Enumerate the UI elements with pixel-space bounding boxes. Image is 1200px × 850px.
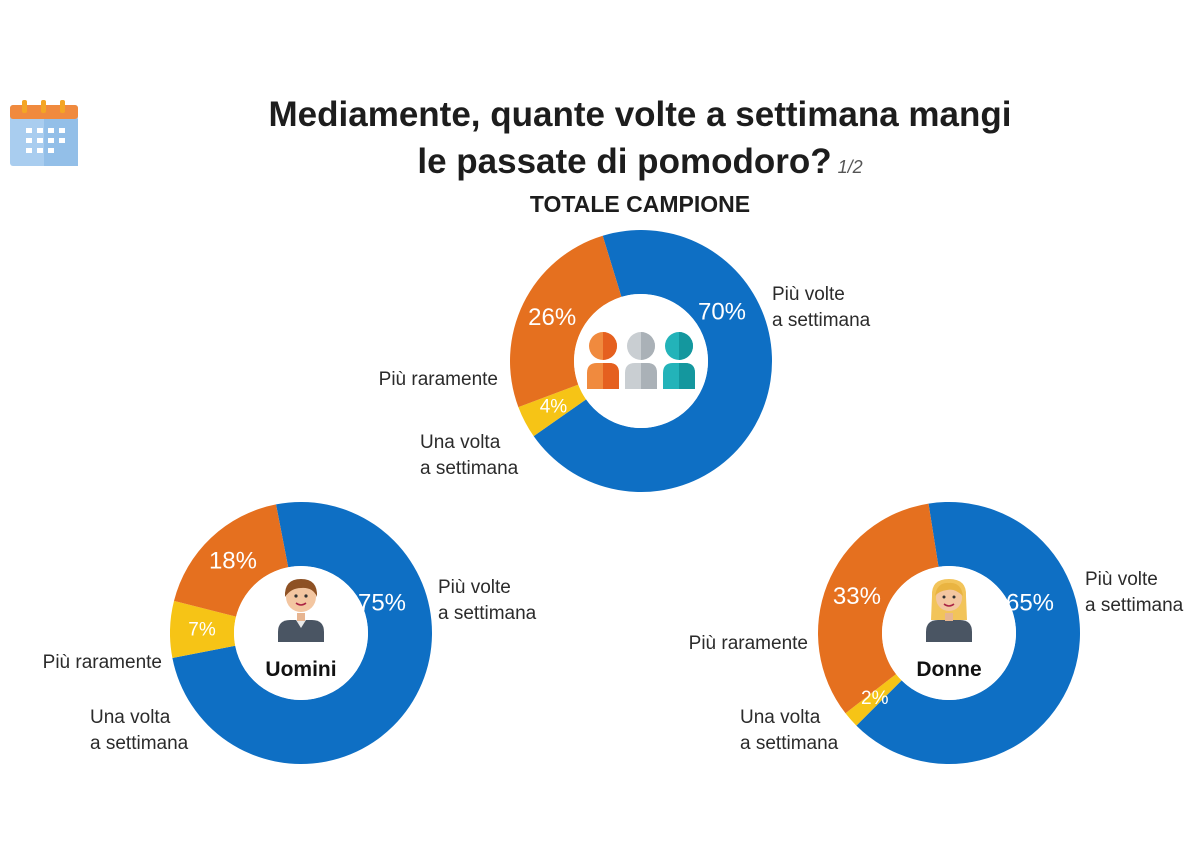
value-label: 2%	[861, 688, 889, 709]
label-raramente-uomini: Più raramente	[42, 652, 162, 673]
label-una-volta-donne: Una volta a settimana	[740, 707, 839, 754]
value-label: 4%	[540, 397, 568, 418]
value-label: 7%	[188, 620, 216, 641]
value-label: 26%	[528, 304, 576, 331]
slice-una-volta	[174, 504, 289, 617]
man-avatar-icon	[278, 579, 324, 642]
slice-una-volta	[818, 503, 939, 714]
label-raramente-total: Più raramente	[378, 369, 498, 390]
value-label: 70%	[698, 299, 746, 326]
center-label-donne: Donne	[916, 658, 981, 681]
label-raramente-donne: Più raramente	[688, 633, 808, 654]
slice-piu-volte	[533, 230, 772, 492]
donut-uomini: 75% 7% 18% Uomini	[170, 502, 432, 764]
slice-piu-volte	[172, 502, 432, 764]
center-label-uomini: Uomini	[265, 658, 336, 681]
slice-piu-volte	[856, 502, 1080, 764]
group-people-icon	[587, 332, 695, 389]
slice-una-volta	[510, 235, 622, 408]
value-label: 33%	[833, 583, 881, 610]
label-piu-volte-uomini: Più volte a settimana	[438, 577, 537, 624]
donut-donne: 65% 2% 33% Donne	[818, 502, 1080, 764]
value-label: 75%	[358, 590, 406, 617]
slice-raramente	[170, 600, 237, 658]
slice-raramente	[845, 674, 902, 726]
slice-raramente	[518, 384, 587, 437]
chart-title-line1: Mediamente, quante volte a settimana man…	[268, 95, 1012, 134]
woman-avatar-icon	[926, 579, 972, 642]
label-piu-volte-donne: Più volte a settimana	[1085, 569, 1184, 616]
value-label: 18%	[209, 548, 257, 575]
page-indicator: 1/2	[837, 157, 863, 177]
chart-subtitle: TOTALE CAMPIONE	[529, 191, 751, 217]
value-label: 65%	[1006, 590, 1054, 617]
label-piu-volte-total: Più volte a settimana	[772, 284, 871, 331]
label-una-volta-uomini: Una volta a settimana	[90, 707, 189, 754]
donut-total: 70% 4% 26%	[510, 230, 772, 492]
chart-title-line2: le passate di pomodoro? 1/2	[150, 140, 1130, 189]
calendar-icon	[10, 100, 78, 166]
chart-title-line2-text: le passate di pomodoro?	[417, 142, 832, 181]
label-una-volta-total: Una volta a settimana	[420, 432, 519, 479]
